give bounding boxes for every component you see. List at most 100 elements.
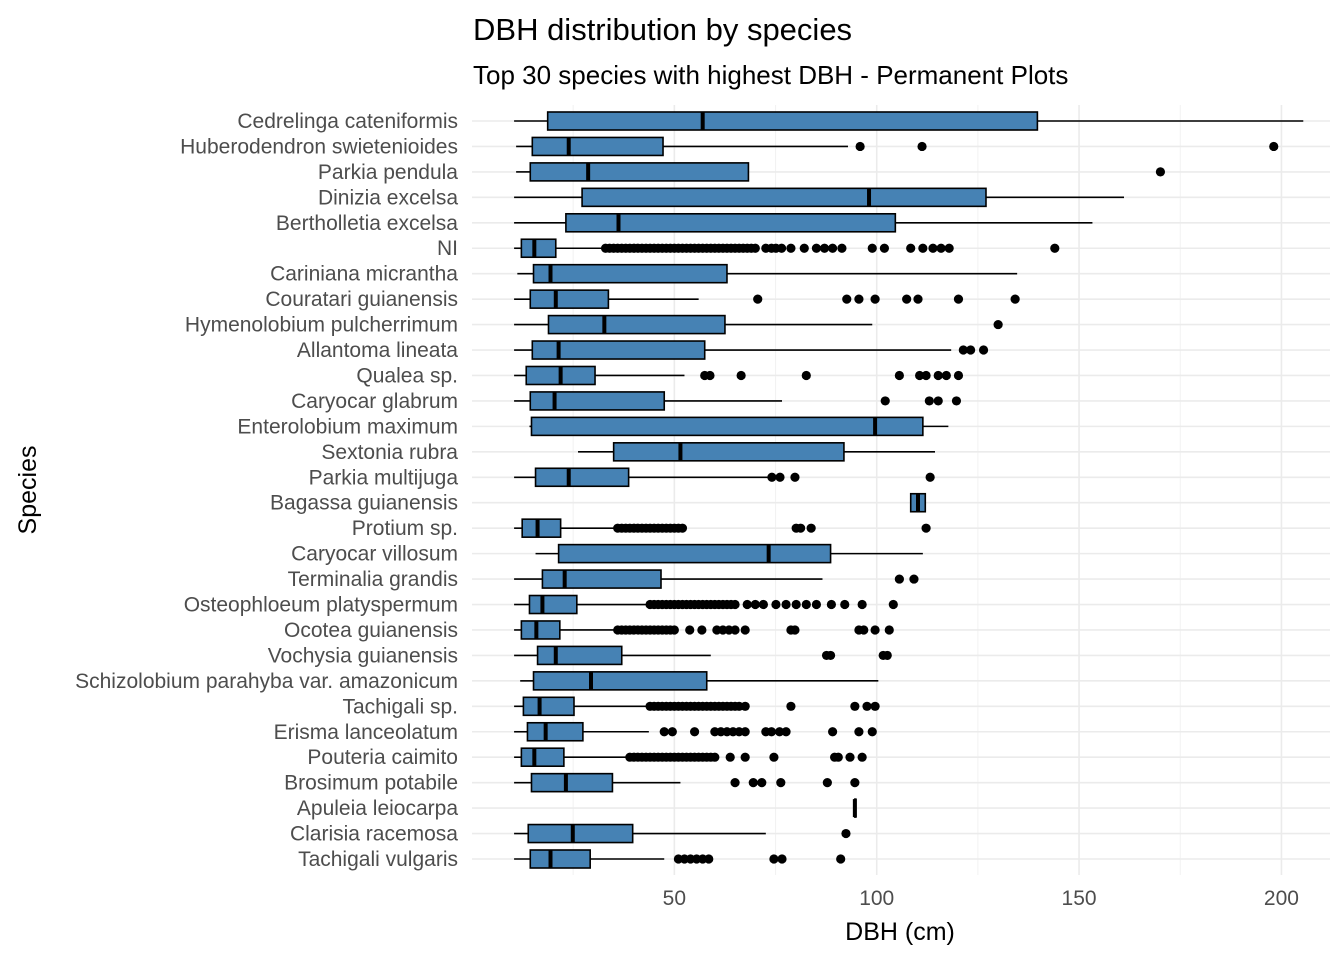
outlier-point	[870, 294, 880, 304]
box	[520, 620, 561, 640]
species-label: Dinizia excelsa	[318, 186, 458, 209]
box	[521, 518, 562, 538]
species-label: Terminalia grandis	[288, 568, 458, 591]
outlier-point	[1050, 243, 1060, 253]
species-label: Pouteria caimito	[307, 746, 458, 769]
boxplot-brosimum-potabile	[514, 772, 860, 793]
x-tick-label: 50	[663, 887, 686, 910]
species-label: Osteophloeum platyspermum	[184, 594, 458, 617]
species-label: Qualea sp.	[356, 364, 458, 387]
outlier-point	[884, 625, 894, 635]
box	[520, 238, 557, 259]
outlier-point	[936, 243, 946, 253]
outlier-point	[776, 778, 786, 788]
outlier-point	[854, 727, 864, 737]
outlier-point	[801, 370, 811, 381]
outlier-point	[913, 294, 923, 304]
outlier-point	[845, 752, 855, 762]
boxplot-terminalia-grandis	[514, 569, 919, 589]
outlier-point	[766, 727, 777, 737]
outlier-point	[767, 472, 777, 482]
boxplot-tachigali-sp-	[514, 696, 880, 717]
outlier-point	[867, 727, 877, 737]
outlier-point	[921, 370, 931, 381]
chart-subtitle: Top 30 species with highest DBH - Perman…	[473, 60, 1069, 90]
outlier-point	[774, 727, 785, 737]
outlier-point	[978, 345, 989, 355]
outlier-point	[786, 243, 796, 253]
box	[529, 391, 666, 411]
outlier-point	[870, 625, 880, 635]
species-label: Sextonia rubra	[321, 441, 458, 464]
outlier-point	[825, 650, 836, 661]
outlier-point	[730, 599, 740, 610]
outlier-point	[857, 752, 867, 762]
species-label: Bagassa guianensis	[270, 492, 458, 515]
outlier-point	[879, 243, 890, 253]
outlier-point	[833, 752, 843, 762]
outlier-point	[771, 599, 781, 610]
boxplot-osteophloeum-platyspermum	[514, 594, 898, 615]
species-label: Caryocar villosum	[291, 543, 458, 566]
outlier-point	[867, 243, 877, 253]
outlier-point	[790, 625, 800, 635]
outlier-point	[837, 243, 847, 253]
outlier-point	[944, 243, 954, 253]
outlier-point	[1269, 141, 1279, 152]
species-label: Couratari guianensis	[265, 288, 458, 311]
box	[565, 212, 897, 233]
boxplot-couratari-guianensis	[514, 289, 1020, 309]
boxplot-tachigali-vulgaris	[514, 849, 846, 869]
boxplot-caryocar-glabrum	[514, 391, 962, 411]
outlier-point	[705, 370, 715, 381]
outlier-point	[902, 294, 912, 304]
outlier-point	[781, 727, 791, 737]
outlier-point	[928, 243, 938, 253]
outlier-point	[953, 294, 964, 304]
box	[527, 823, 634, 844]
boxplot-clarisia-racemosa	[514, 823, 851, 844]
outlier-point	[748, 778, 758, 788]
outlier-point	[906, 243, 916, 253]
outlier-point	[697, 625, 707, 635]
box	[528, 594, 578, 615]
box	[522, 696, 575, 717]
outlier-point	[951, 396, 962, 406]
chart-title: DBH distribution by species	[473, 12, 853, 47]
outlier-point	[870, 701, 880, 711]
boxplot-allantoma-lineata	[514, 340, 989, 360]
outlier-point	[777, 243, 787, 253]
outlier-point	[799, 243, 809, 253]
outlier-point	[854, 294, 864, 304]
species-label: Tachigali vulgaris	[298, 848, 458, 871]
boxplot-qualea-sp-	[514, 365, 964, 386]
outlier-point	[669, 625, 679, 635]
boxplot-huberodendron-swietenioides	[516, 136, 1279, 157]
outlier-point	[667, 727, 677, 737]
box	[547, 314, 726, 335]
outlier-point	[924, 396, 934, 406]
y-axis-label: Species	[14, 446, 42, 535]
outlier-point	[677, 523, 688, 533]
x-tick-label: 100	[859, 887, 894, 910]
outlier-point	[801, 599, 811, 610]
outlier-point	[740, 701, 750, 711]
outlier-point	[857, 599, 867, 610]
boxplot-cariniana-micrantha	[517, 263, 1018, 284]
outlier-point	[826, 599, 836, 610]
outlier-point	[659, 727, 669, 737]
outlier-point	[758, 599, 768, 610]
outlier-point	[791, 599, 801, 610]
outlier-point	[775, 472, 785, 482]
outlier-point	[828, 727, 838, 737]
x-axis-label: DBH (cm)	[845, 918, 955, 946]
outlier-point	[850, 701, 860, 711]
boxplot-pouteria-caimito	[514, 747, 867, 768]
box	[526, 721, 584, 742]
outlier-point	[811, 599, 822, 610]
outlier-point	[730, 778, 740, 788]
outlier-point	[796, 523, 806, 533]
outlier-point	[859, 625, 869, 635]
